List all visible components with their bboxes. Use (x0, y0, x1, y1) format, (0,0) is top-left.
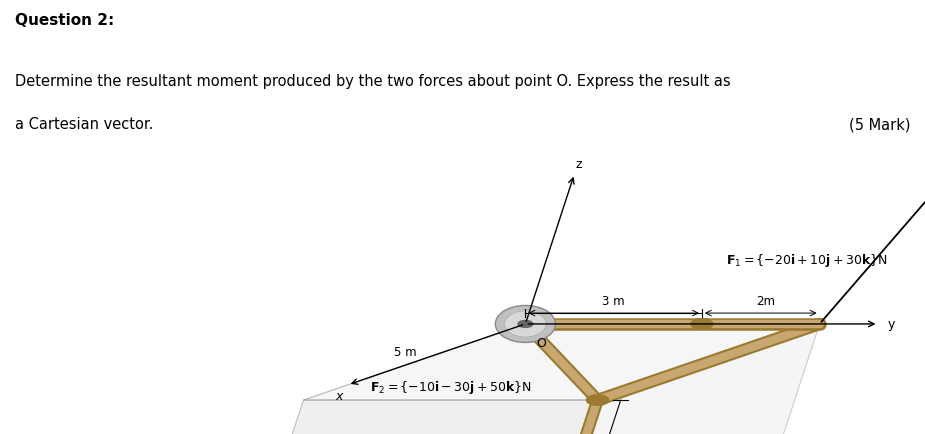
Text: $\mathbf{F}_1 = \{-20\mathbf{i} + 10\mathbf{j} + 30\mathbf{k}\}$N: $\mathbf{F}_1 = \{-20\mathbf{i} + 10\mat… (726, 252, 888, 269)
Circle shape (518, 321, 533, 328)
Text: x: x (336, 389, 343, 402)
Text: z: z (575, 157, 583, 170)
Text: Determine the resultant moment produced by the two forces about point O. Express: Determine the resultant moment produced … (15, 74, 731, 89)
Ellipse shape (505, 311, 546, 337)
Polygon shape (524, 324, 820, 434)
Polygon shape (229, 400, 598, 434)
Circle shape (586, 395, 609, 405)
Circle shape (691, 319, 713, 329)
Text: a Cartesian vector.: a Cartesian vector. (15, 117, 154, 132)
Text: y: y (888, 318, 895, 331)
Text: 5 m: 5 m (394, 345, 416, 358)
Polygon shape (303, 324, 820, 400)
Text: O: O (536, 336, 547, 349)
Text: 2m: 2m (756, 294, 775, 307)
Text: $\mathbf{F}_2 = \{-10\mathbf{i} - 30\mathbf{j} + 50\mathbf{k}\}$N: $\mathbf{F}_2 = \{-10\mathbf{i} - 30\mat… (370, 378, 532, 395)
Text: Question 2:: Question 2: (15, 13, 114, 28)
Ellipse shape (496, 306, 555, 343)
Text: 3 m: 3 m (602, 294, 625, 307)
Text: (5 Mark): (5 Mark) (849, 117, 910, 132)
